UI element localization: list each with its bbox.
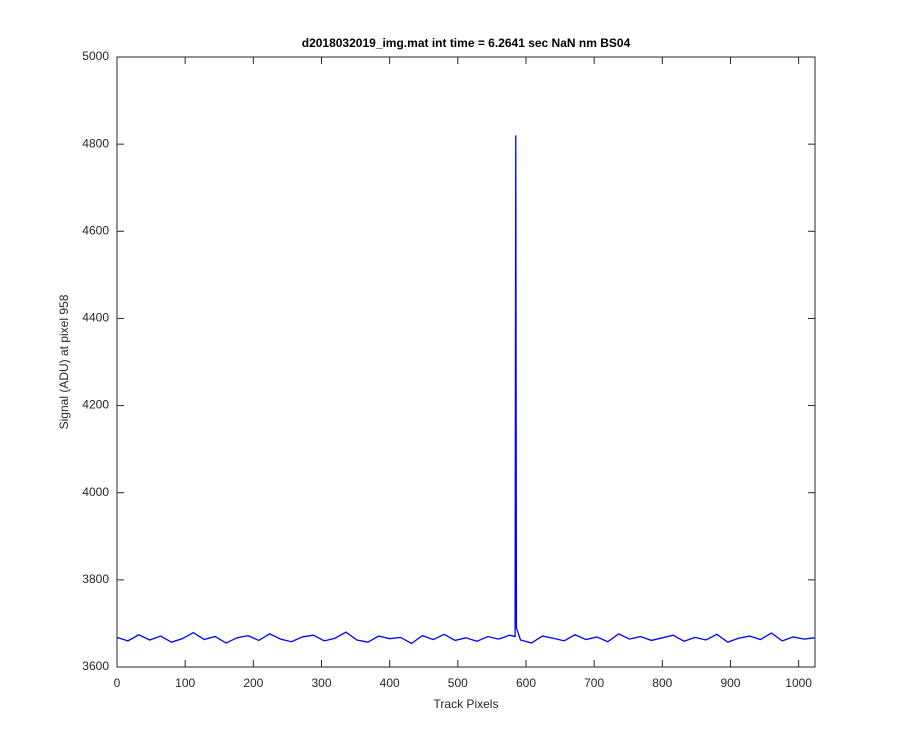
plot-area [117, 57, 815, 667]
y-axis-label: Signal (ADU) at pixel 958 [57, 294, 71, 429]
x-tick-label: 600 [516, 676, 536, 690]
x-tick-label: 800 [652, 676, 672, 690]
x-tick-label: 500 [448, 676, 468, 690]
y-tick-label: 4400 [82, 311, 109, 325]
axes-box [116, 56, 816, 668]
x-axis-label: Track Pixels [434, 697, 499, 711]
x-tick-label: 300 [311, 676, 331, 690]
y-tick-label: 3600 [82, 659, 109, 673]
y-tick-label: 5000 [82, 49, 109, 63]
x-tick-label: 900 [720, 676, 740, 690]
y-tick-label: 3800 [82, 572, 109, 586]
y-tick-label: 4800 [82, 136, 109, 150]
x-tick-label: 1000 [785, 676, 812, 690]
x-tick-label: 100 [175, 676, 195, 690]
data-line [116, 135, 815, 645]
chart-title: d2018032019_img.mat int time = 6.2641 se… [302, 36, 631, 50]
y-tick-label: 4600 [82, 223, 109, 237]
x-tick-label: 700 [584, 676, 604, 690]
x-tick-label: 400 [380, 676, 400, 690]
y-tick-label: 4000 [82, 485, 109, 499]
y-tick-label: 4200 [82, 398, 109, 412]
x-tick-label: 200 [243, 676, 263, 690]
x-tick-label: 0 [114, 676, 121, 690]
